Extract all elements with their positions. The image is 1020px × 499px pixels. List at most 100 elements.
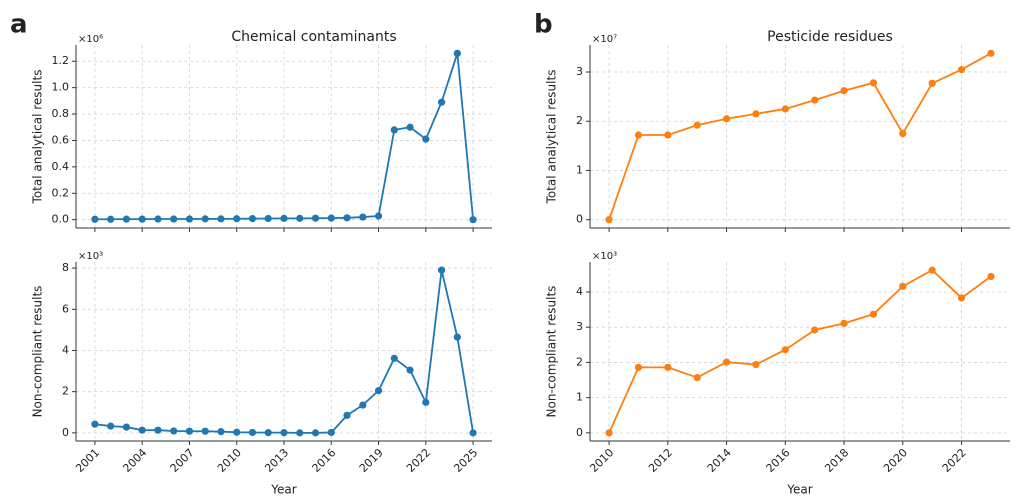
data-point — [217, 215, 225, 223]
data-point — [264, 429, 272, 437]
data-point — [722, 358, 731, 366]
data-point — [359, 401, 367, 409]
data-point — [264, 214, 272, 223]
data-point — [752, 360, 760, 369]
data-point — [869, 79, 878, 87]
data-point — [722, 115, 731, 123]
x-tick-label: 2012 — [646, 446, 675, 475]
data-point — [406, 123, 414, 131]
y-tick-label: 1 — [576, 163, 583, 176]
data-point — [374, 212, 383, 220]
y-tick-label: 4 — [576, 285, 583, 298]
data-point — [957, 65, 966, 74]
x-tick-label: 2016 — [310, 446, 339, 475]
x-tick-label: 2013 — [262, 446, 291, 475]
data-point — [201, 427, 209, 435]
data-point — [170, 215, 178, 223]
data-point — [422, 135, 430, 143]
data-point — [928, 79, 936, 87]
data-point — [781, 105, 789, 113]
y-axis-label: Total analytical results — [31, 70, 45, 205]
data-point — [453, 49, 461, 57]
y-offset-label: ×10⁶ — [78, 34, 103, 45]
data-point — [170, 427, 178, 435]
y-tick-label: 2 — [576, 355, 583, 368]
y-tick-label: 0.0 — [52, 213, 70, 226]
data-point — [280, 214, 288, 222]
y-offset-label: ×10³ — [592, 251, 617, 262]
data-point — [233, 215, 241, 223]
data-point — [91, 215, 99, 223]
data-point — [122, 215, 131, 223]
x-tick-label: 2010 — [215, 446, 244, 475]
x-tick-label: 2018 — [822, 446, 851, 475]
data-point — [781, 346, 789, 354]
x-axis-label: Year — [270, 483, 296, 497]
y-axis-label: Non-compliant results — [545, 286, 559, 418]
y-offset-label: ×10⁷ — [592, 34, 617, 45]
data-point — [327, 214, 335, 222]
data-point — [422, 398, 430, 406]
y-tick-label: 3 — [576, 320, 583, 333]
x-axis-label: Year — [786, 483, 812, 497]
data-point — [840, 87, 848, 95]
data-point — [154, 426, 162, 434]
data-point — [122, 423, 131, 431]
y-tick-label: 3 — [576, 65, 583, 78]
y-tick-label: 0.6 — [52, 133, 70, 146]
data-line — [608, 269, 992, 434]
data-point — [107, 215, 115, 223]
data-point — [928, 266, 936, 274]
data-point — [664, 363, 672, 371]
data-point — [311, 214, 320, 222]
data-point — [248, 428, 257, 437]
data-point — [138, 426, 146, 434]
y-tick-label: 0 — [576, 426, 583, 439]
data-point — [217, 428, 225, 436]
x-tick-label: 2022 — [404, 446, 433, 475]
data-point — [693, 121, 701, 129]
y-tick-label: 8 — [62, 261, 69, 274]
data-point — [634, 131, 643, 139]
data-point — [107, 422, 115, 430]
panel-label: b — [534, 10, 553, 40]
y-offset-label: ×10³ — [78, 251, 103, 262]
data-point — [605, 216, 613, 224]
data-point — [406, 366, 414, 374]
y-tick-label: 1.0 — [52, 81, 70, 94]
data-point — [899, 129, 907, 138]
data-point — [91, 420, 99, 428]
x-tick-label: 2007 — [168, 446, 197, 475]
data-point — [437, 266, 446, 274]
chart-title: Pesticide residues — [767, 29, 893, 45]
data-point — [987, 272, 995, 281]
y-tick-label: 0 — [576, 213, 583, 226]
y-tick-label: 0.8 — [52, 107, 70, 120]
data-point — [233, 428, 241, 436]
y-axis-label: Non-compliant results — [31, 286, 45, 418]
y-axis-label: Total analytical results — [545, 70, 559, 205]
data-point — [390, 126, 398, 134]
data-point — [296, 214, 304, 222]
data-point — [453, 333, 461, 341]
y-tick-label: 4 — [62, 343, 69, 356]
y-tick-label: 1 — [576, 391, 583, 404]
data-point — [634, 363, 643, 371]
x-tick-label: 2025 — [451, 446, 480, 475]
y-tick-label: 0.2 — [52, 186, 70, 199]
data-point — [280, 429, 288, 437]
data-point — [343, 411, 351, 419]
y-tick-label: 2 — [576, 114, 583, 127]
y-tick-label: 0.4 — [52, 160, 70, 173]
data-point — [359, 213, 367, 221]
data-point — [899, 282, 907, 290]
data-point — [248, 215, 257, 223]
data-point — [840, 319, 848, 327]
data-point — [311, 429, 320, 437]
x-tick-label: 2022 — [940, 446, 969, 475]
data-point — [605, 429, 613, 437]
data-point — [154, 215, 162, 223]
data-point — [437, 98, 446, 106]
x-tick-label: 2001 — [73, 446, 102, 475]
